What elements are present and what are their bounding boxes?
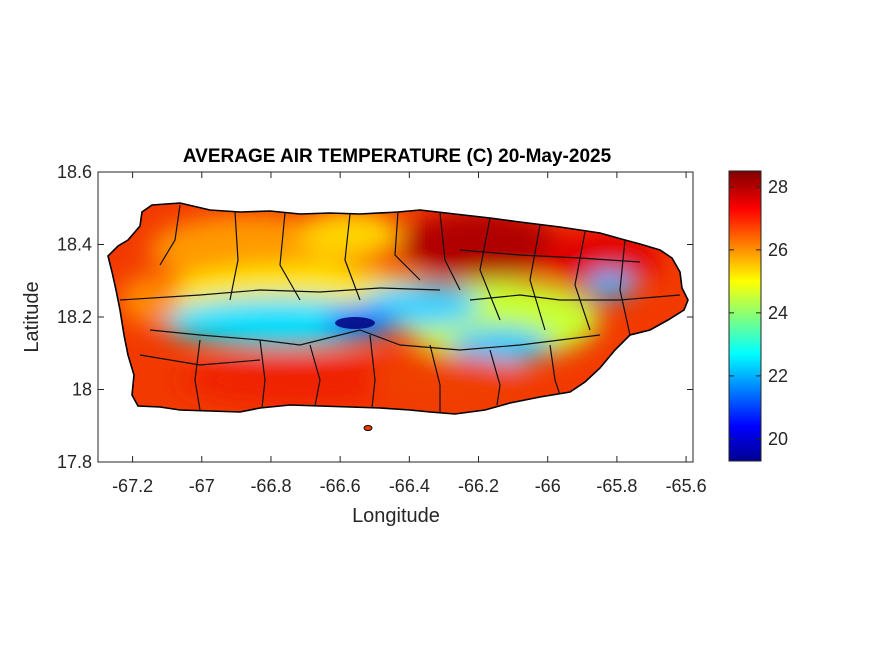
x-tick-label: -66.6: [320, 476, 361, 496]
x-tick-label: -66.8: [250, 476, 291, 496]
y-tick-label: 18.6: [57, 162, 92, 182]
x-tick-label: -66: [535, 476, 561, 496]
colorbar-ticks: 28 26 24 22 20: [729, 177, 788, 449]
colorbar-tick-label: 26: [768, 240, 788, 260]
temperature-field: [108, 203, 688, 414]
x-tick-label: -66.4: [389, 476, 430, 496]
x-tick-label: -65.6: [666, 476, 707, 496]
colorbar: [728, 170, 762, 462]
x-tick-label: -67.2: [112, 476, 153, 496]
colorbar-tick-label: 28: [768, 177, 788, 197]
y-tick-label: 18: [72, 380, 92, 400]
caja-de-muertos-islet: [363, 425, 373, 431]
chart-title: AVERAGE AIR TEMPERATURE (C) 20-May-2025: [183, 146, 612, 167]
y-tick-label: 17.8: [57, 452, 92, 472]
y-tick-label: 18.4: [57, 235, 92, 255]
x-tick-label: -66.2: [458, 476, 499, 496]
colorbar-tick-label: 24: [768, 303, 788, 323]
x-axis-label: Longitude: [352, 505, 440, 527]
municipality-boundaries: [119, 204, 681, 412]
y-tick-label: 18.2: [57, 307, 92, 327]
y-axis-label: Latitude: [21, 281, 43, 352]
x-tick-label: -65.8: [596, 476, 637, 496]
y-axis-ticks: 18.6 18.4 18.2 18 17.8: [57, 162, 693, 472]
x-tick-label: -67: [189, 476, 215, 496]
colorbar-tick-label: 22: [768, 366, 788, 386]
colorbar-tick-label: 20: [768, 429, 788, 449]
x-axis-ticks: -67.2 -67 -66.8 -66.6 -66.4 -66.2 -66 -65.8 -65.…: [112, 172, 707, 496]
